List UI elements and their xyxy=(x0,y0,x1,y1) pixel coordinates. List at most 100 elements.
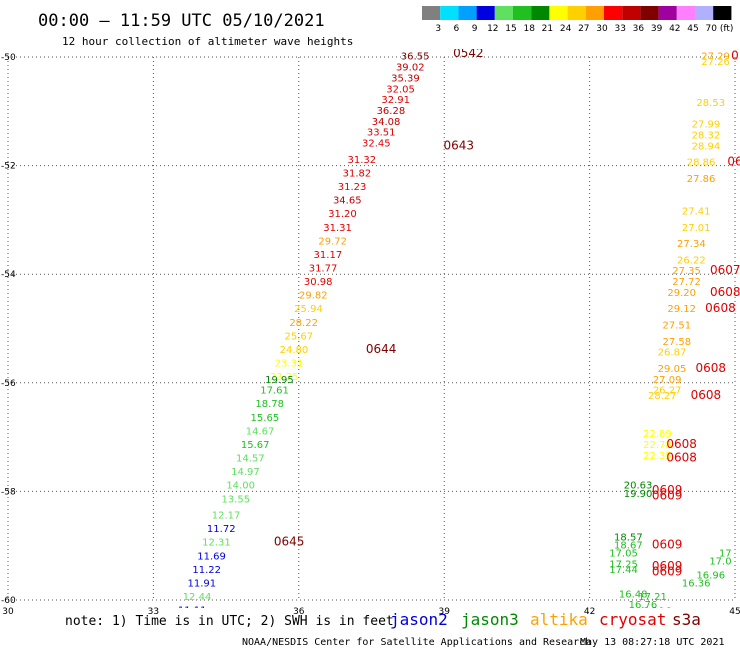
swh-value-label: 12.17 xyxy=(212,511,241,522)
legend-swatch xyxy=(440,6,459,20)
swh-value-label: 22.35 xyxy=(643,451,672,462)
swh-value-label: 23.31 xyxy=(275,359,304,370)
legend-bin-label: 3 xyxy=(435,24,441,34)
time-label: 0609 xyxy=(652,559,683,573)
time-label: 0608 xyxy=(705,301,736,315)
swh-value-label: 11.69 xyxy=(197,551,226,562)
y-tick-label: -58 xyxy=(1,487,16,497)
swh-value-label: 11.22 xyxy=(192,565,221,576)
swh-value-label: 31.32 xyxy=(347,155,376,166)
swh-value-label: 17.0 xyxy=(709,557,731,568)
chart-subtitle: 12 hour collection of altimeter wave hei… xyxy=(62,35,353,48)
swh-value-label: 16.76 xyxy=(629,600,658,611)
time-label: 0609 xyxy=(652,537,683,551)
swh-value-label: 29.20 xyxy=(667,288,696,299)
swh-value-label: 20.63 xyxy=(624,481,653,492)
legend-swatch xyxy=(713,6,732,20)
time-label: 0608 xyxy=(710,285,740,299)
legend-bin-label: 15 xyxy=(505,24,516,34)
x-tick-label: 42 xyxy=(584,607,595,617)
legend-bin-label: 21 xyxy=(542,24,553,34)
x-tick-label: 36 xyxy=(293,607,305,617)
time-label: 06 xyxy=(727,155,740,169)
time-label: 0 xyxy=(731,49,739,63)
legend-swatch xyxy=(676,6,695,20)
swh-value-label: 22.89 xyxy=(643,429,672,440)
swh-value-label: 22.78 xyxy=(643,440,672,451)
legend-bin-label: 12 xyxy=(487,24,498,34)
x-tick-label: 30 xyxy=(2,607,14,617)
satellite-name-jason2: jason2 xyxy=(390,610,448,629)
swh-value-label: 31.23 xyxy=(338,182,367,193)
swh-value-label: 17.05 xyxy=(609,549,638,560)
time-label: 0609 xyxy=(652,483,683,497)
swh-value-label: 14.97 xyxy=(231,467,260,478)
satellite-legend: jason2 jason3 altika cryosat s3a xyxy=(390,610,701,629)
swh-value-label: 27.99 xyxy=(692,120,721,131)
chart-title: 00:00 – 11:59 UTC 05/10/2021 xyxy=(38,11,325,31)
legend-bin-label: 27 xyxy=(578,24,589,34)
swh-value-label: 36.55 xyxy=(401,52,430,63)
footer-note: note: 1) Time is in UTC; 2) SWH is in fe… xyxy=(65,614,394,629)
legend-bin-label: 30 xyxy=(596,24,608,34)
swh-value-label: 27.51 xyxy=(663,321,692,332)
legend-swatch xyxy=(567,6,586,20)
legend-swatch xyxy=(458,6,477,20)
legend-swatch xyxy=(622,6,641,20)
satellite-name-s3a: s3a xyxy=(672,610,701,629)
swh-value-label: 31.20 xyxy=(328,209,357,220)
swh-value-label: 19.90 xyxy=(624,489,653,500)
legend-swatch xyxy=(658,6,677,20)
swh-value-label: 25.67 xyxy=(284,331,313,342)
legend-swatch xyxy=(604,6,623,20)
legend-bin-label: 39 xyxy=(651,24,663,34)
swh-value-label: 15.65 xyxy=(251,413,280,424)
legend-swatch xyxy=(422,6,441,20)
swh-value-label: 28.86 xyxy=(687,158,716,169)
swh-value-label: 28.22 xyxy=(289,318,318,329)
legend-swatch xyxy=(640,6,659,20)
swh-value-label: 28.94 xyxy=(692,141,721,152)
swh-value-label: 34.08 xyxy=(372,117,401,128)
time-label: 0644 xyxy=(366,342,397,356)
color-legend: 3 6 9 12 15 18 21 24 27 30 33 36 39 42 45 70 (ft) xyxy=(422,6,733,34)
swh-value-label: 31.17 xyxy=(314,250,343,261)
swh-value-label: 34.65 xyxy=(333,196,362,207)
legend-swatch xyxy=(476,6,495,20)
swh-value-label: 26.22 xyxy=(677,255,706,266)
swh-value-label: 15.67 xyxy=(241,440,270,451)
swh-value-label: 11.91 xyxy=(188,578,217,589)
legend-bin-label: 18 xyxy=(523,24,535,34)
swh-value-label: 18.78 xyxy=(255,399,284,410)
time-label: 0608 xyxy=(666,437,697,451)
legend-bin-label: 6 xyxy=(454,24,460,34)
swh-value-label: 36.28 xyxy=(377,106,406,117)
time-label: 0645 xyxy=(274,535,305,549)
swh-value-label: 28.32 xyxy=(692,130,721,141)
swh-value-label: 19.95 xyxy=(265,375,294,386)
legend-swatch xyxy=(494,6,513,20)
swh-value-label: 14.57 xyxy=(236,454,265,465)
time-label: 0609 xyxy=(642,605,673,619)
swh-value-label: 27.29 xyxy=(701,52,730,63)
time-label: 0607 xyxy=(710,263,740,277)
swh-value-label: 11.72 xyxy=(207,524,236,535)
swh-value-label: 27.35 xyxy=(672,266,701,277)
x-tick-label: 33 xyxy=(148,607,159,617)
swh-value-label: 14.00 xyxy=(226,481,255,492)
satellite-name-jason3: jason3 xyxy=(461,610,519,629)
swh-value-label: 32.91 xyxy=(381,95,410,106)
x-tick-label: 45 xyxy=(729,607,740,617)
swh-value-label: 29.05 xyxy=(658,364,687,375)
swh-value-label: 27.09 xyxy=(653,375,682,386)
swh-value-label: 17.21 xyxy=(638,592,667,603)
swh-value-label: 27.26 xyxy=(701,57,730,68)
swh-value-label: 23.25 xyxy=(270,372,299,383)
plot-area: 30 33 36 39 42 45 -50 -52 -54 -56 -58 -60 36.5539.02… xyxy=(1,49,740,619)
swh-value-label: 24.80 xyxy=(280,345,309,356)
y-tick-label: -60 xyxy=(1,596,16,606)
legend-bin-label: 70 xyxy=(705,24,717,34)
swh-value-label: 33.51 xyxy=(367,128,396,139)
swh-value-label: 31.82 xyxy=(343,168,372,179)
swh-value-label: 26.87 xyxy=(658,348,687,359)
